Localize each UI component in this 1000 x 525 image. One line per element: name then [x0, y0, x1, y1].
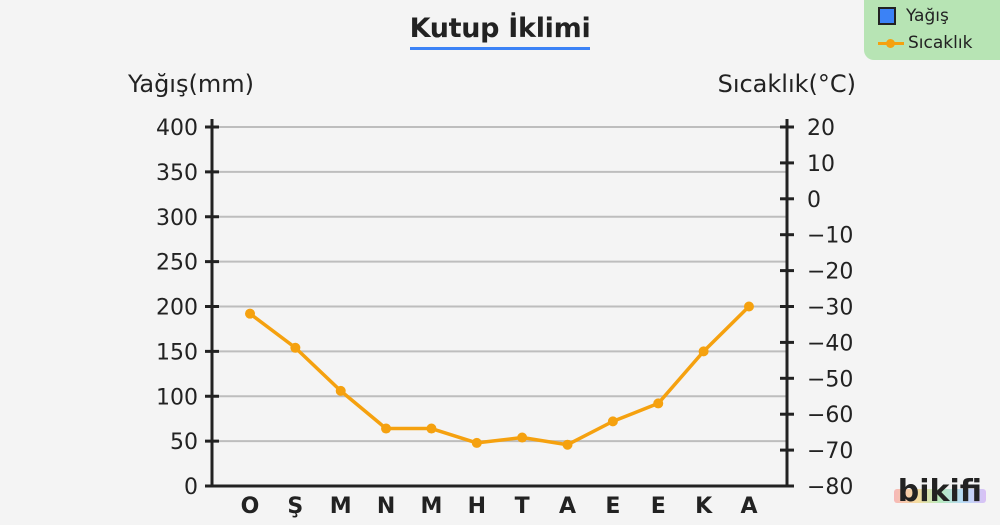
legend: Yağış Sıcaklık: [864, 0, 1000, 60]
temperature-series-line: [248, 305, 751, 447]
x-category-label: M: [420, 494, 442, 519]
y-right-tick-label: 0: [807, 188, 821, 213]
y-right-tick-label: −10: [807, 224, 853, 249]
y-right-tick-label: −40: [807, 331, 853, 356]
y-left-tick-label: 250: [156, 251, 198, 276]
y-left-tick-label: 400: [156, 116, 198, 141]
legend-item-precipitation: Yağış: [878, 6, 949, 26]
x-category-label: O: [241, 494, 260, 519]
y-left-tick-label: 50: [170, 430, 198, 455]
temperature-point: [653, 398, 664, 409]
bikifi-logo: bikifi: [893, 474, 987, 509]
temperature-point: [290, 342, 301, 353]
temperature-point: [743, 301, 754, 312]
y-right-tick-label: 10: [807, 152, 835, 177]
temperature-point: [562, 439, 573, 450]
y-axis-left-label: Yağış(mm): [128, 70, 254, 98]
y-left-tick-label: 100: [156, 385, 198, 410]
legend-precip-label: Yağış: [906, 6, 949, 26]
x-category-label: Ş: [287, 494, 303, 519]
temperature-point: [607, 416, 618, 427]
y-right-tick-label: −60: [807, 403, 853, 428]
y-right-tick-label: −70: [807, 439, 853, 464]
y-left-tick-label: 0: [184, 475, 198, 500]
legend-item-temperature: Sıcaklık: [878, 33, 972, 53]
x-category-label: E: [651, 494, 666, 519]
temperature-point: [471, 437, 482, 448]
x-category-label: H: [468, 494, 486, 519]
temperature-point: [335, 385, 346, 396]
x-category-label: N: [377, 494, 395, 519]
x-category-label: M: [330, 494, 352, 519]
y-right-tick-label: 20: [807, 116, 835, 141]
x-category-label: A: [740, 494, 757, 519]
temperature-point: [426, 423, 437, 434]
temperature-point: [381, 423, 392, 434]
temperature-line-icon: [878, 34, 904, 52]
x-category-label: T: [515, 494, 530, 519]
y-left-tick-label: 150: [156, 340, 198, 365]
x-category-label: A: [559, 494, 576, 519]
temperature-point: [517, 432, 528, 443]
y-right-tick-label: −20: [807, 260, 853, 285]
x-category-label: K: [695, 494, 713, 519]
x-category-label: E: [605, 494, 620, 519]
precipitation-swatch-icon: [878, 7, 896, 25]
y-axis-right-label: Sıcaklık(°C): [717, 70, 856, 98]
chart-title: Kutup İklimi: [0, 12, 1000, 50]
y-right-tick-label: −80: [807, 475, 853, 500]
y-left-tick-label: 300: [156, 206, 198, 231]
y-right-tick-label: −50: [807, 367, 853, 392]
y-right-tick-label: −30: [807, 296, 853, 321]
y-left-tick-label: 200: [156, 296, 198, 321]
temperature-point: [245, 308, 255, 319]
temperature-point: [698, 346, 709, 357]
legend-temp-label: Sıcaklık: [908, 33, 973, 53]
y-left-tick-label: 350: [156, 161, 198, 186]
